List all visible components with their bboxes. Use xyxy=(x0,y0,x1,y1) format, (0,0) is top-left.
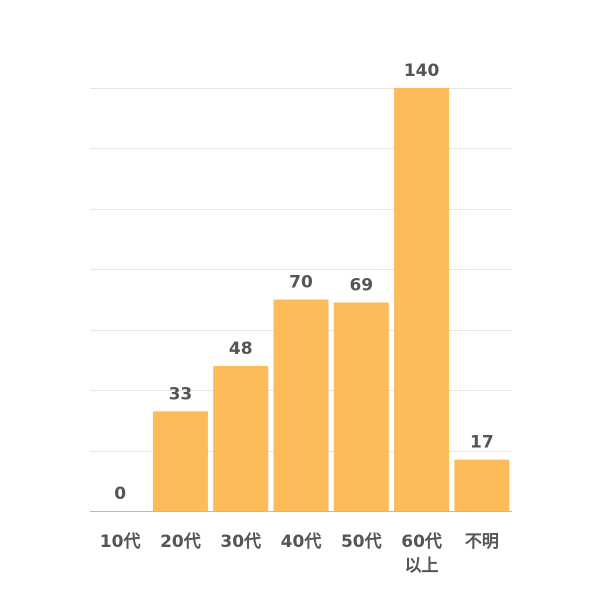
category-label-3: 30代 xyxy=(220,531,261,552)
value-label-3: 48 xyxy=(229,339,253,359)
value-label-4: 70 xyxy=(289,273,313,293)
bar-2 xyxy=(152,411,208,511)
value-label-1: 0 xyxy=(114,484,126,504)
value-labels: 0 33 48 70 69 140 17 xyxy=(114,61,493,504)
category-label-4: 40代 xyxy=(281,531,322,552)
category-label-1: 10代 xyxy=(100,531,141,552)
category-label-2: 20代 xyxy=(160,531,201,552)
bar-3 xyxy=(213,365,269,511)
category-label-6-line-2: 以上 xyxy=(405,556,439,576)
bar-4 xyxy=(273,299,329,511)
bar-5 xyxy=(333,302,389,511)
value-label-6: 140 xyxy=(404,61,440,81)
bar-7 xyxy=(454,459,510,511)
category-label-7: 不明 xyxy=(465,532,499,552)
value-label-7: 17 xyxy=(470,433,494,453)
value-label-5: 69 xyxy=(349,276,373,296)
bar-6 xyxy=(394,88,450,511)
category-label-6-line-1: 60代 xyxy=(401,531,442,552)
bars xyxy=(152,88,510,511)
category-label-5: 50代 xyxy=(341,531,382,552)
value-label-2: 33 xyxy=(169,384,193,404)
